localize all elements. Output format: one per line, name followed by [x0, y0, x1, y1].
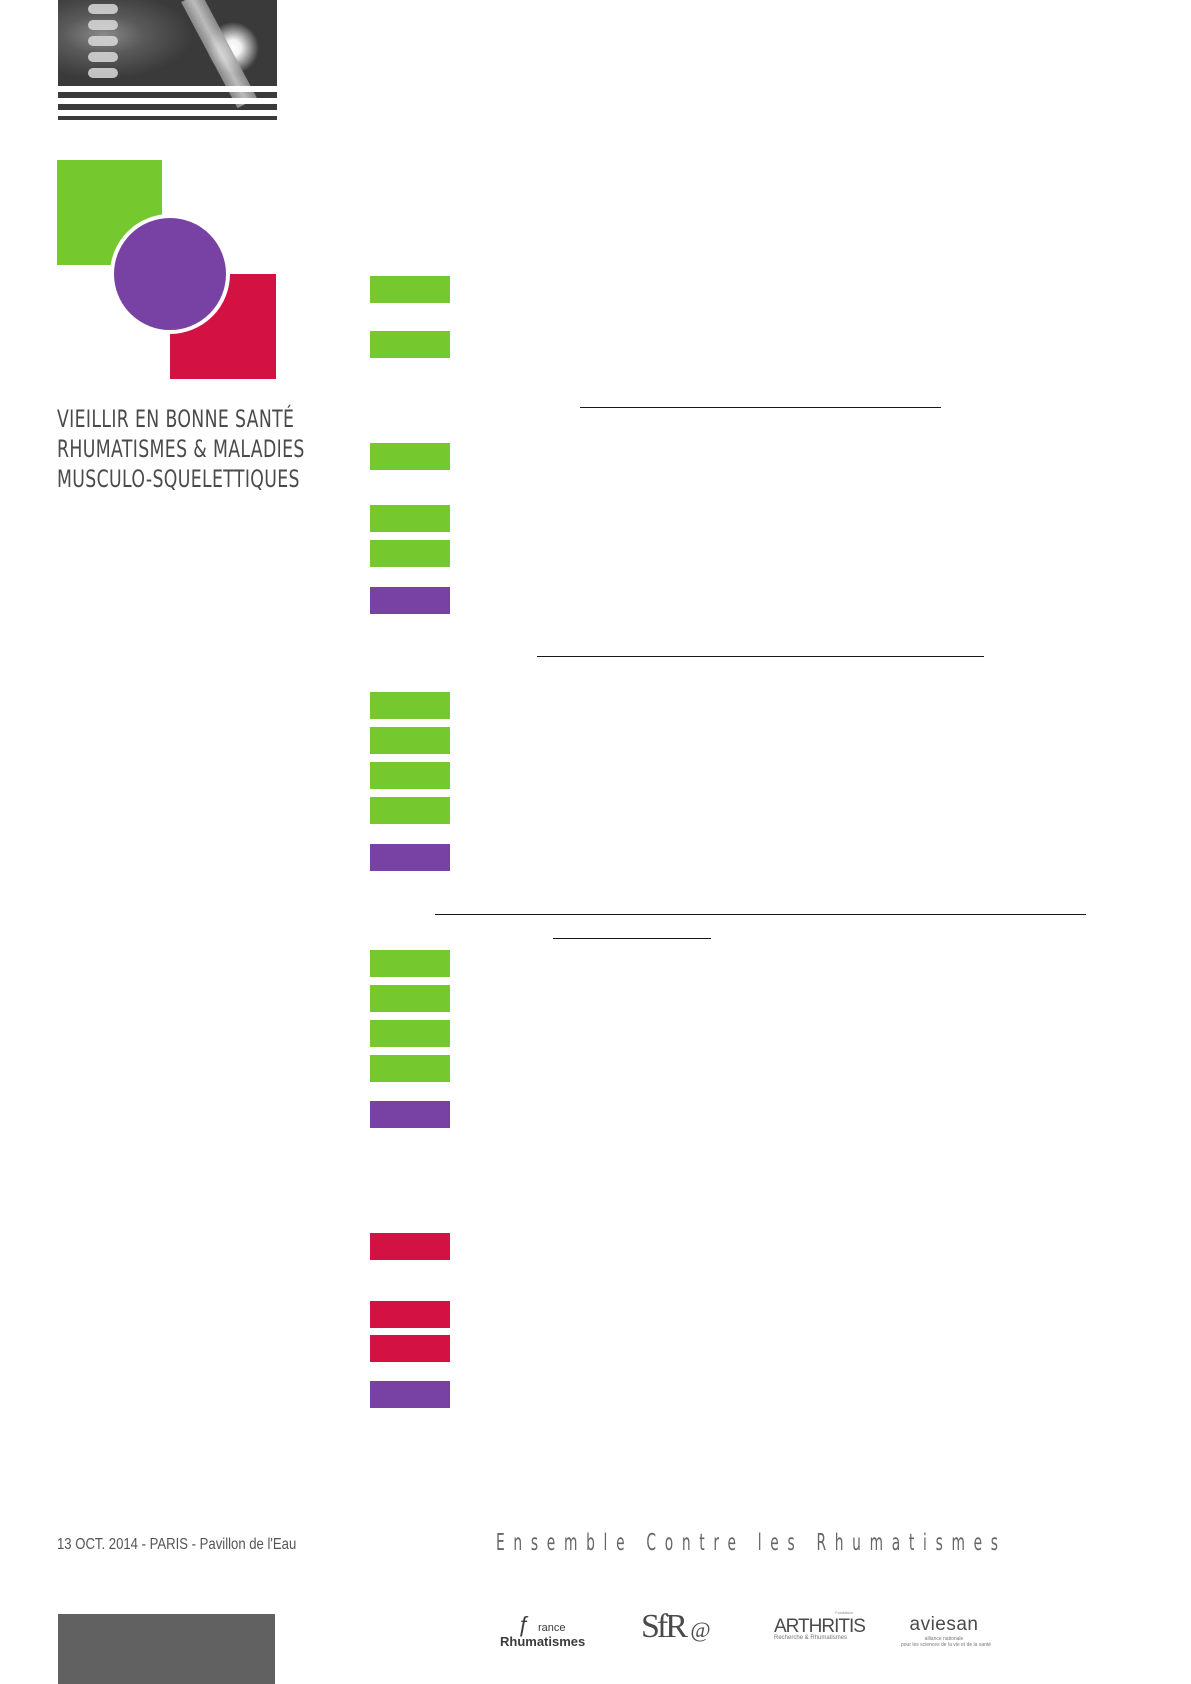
arthritis-tagline: Recherche & Rhumatismes	[774, 1635, 848, 1641]
aviesan-line1: alliance nationale	[924, 1636, 964, 1642]
aviesan-name: aviesan	[909, 1614, 979, 1635]
program-marker-green	[370, 443, 450, 470]
program-marker-green	[370, 1055, 450, 1082]
program-marker-green	[370, 331, 450, 358]
sfr-logo-text: SfR	[641, 1608, 688, 1645]
program-marker-purple	[370, 587, 450, 614]
program-marker-green	[370, 276, 450, 303]
section-underline	[537, 656, 984, 657]
event-date-location: 13 OCT. 2014 - PARIS - Pavillon de l'Eau	[57, 1536, 297, 1553]
footer-gray-block	[58, 1614, 275, 1684]
event-title-line: MUSCULO-SQUELETTIQUES	[57, 465, 300, 493]
program-marker-green	[370, 692, 450, 719]
aviesan-line2: pour les sciences de la vie et de la san…	[901, 1642, 992, 1648]
program-marker-green	[370, 762, 450, 789]
program-marker-green	[370, 950, 450, 977]
logo-purple-circle	[110, 214, 230, 334]
program-marker-green	[370, 985, 450, 1012]
arthritis-foundation-label: Fondation	[835, 1610, 853, 1615]
program-marker-green	[370, 797, 450, 824]
program-marker-green	[370, 540, 450, 567]
program-marker-green	[370, 1020, 450, 1047]
runner-icon: ƒ	[518, 1612, 531, 1637]
event-title: VIEILLIR EN BONNE SANTÉ RHUMATISMES & MA…	[57, 404, 305, 494]
event-title-line: RHUMATISMES & MALADIES	[57, 435, 305, 463]
program-marker-red	[370, 1233, 450, 1260]
france-rhumatismes-line1: rance	[538, 1622, 566, 1634]
spine-graphic	[88, 0, 118, 120]
program-marker-purple	[370, 1101, 450, 1128]
section-underline	[553, 938, 711, 939]
program-marker-green	[370, 505, 450, 532]
program-marker-green	[370, 727, 450, 754]
sfr-logo: SfR @	[641, 1608, 711, 1646]
event-title-line: VIEILLIR EN BONNE SANTÉ	[57, 405, 295, 433]
france-rhumatismes-logo: ƒ rance Rhumatismes	[500, 1612, 585, 1654]
section-underline	[435, 914, 1086, 915]
sfr-swirl-icon: @	[690, 1617, 710, 1642]
program-marker-purple	[370, 1381, 450, 1408]
header-stripes	[58, 86, 277, 122]
program-marker-red	[370, 1301, 450, 1328]
program-marker-red	[370, 1335, 450, 1362]
arthritis-logo: Fondation ARTHRITIS Recherche & Rhumatis…	[774, 1610, 866, 1641]
france-rhumatismes-line2: Rhumatismes	[500, 1634, 586, 1649]
arthritis-name: ARTHRITIS	[774, 1616, 866, 1637]
program-marker-purple	[370, 844, 450, 871]
section-underline	[580, 407, 941, 408]
event-slogan: Ensemble Contre les Rhumatismes	[496, 1530, 1007, 1556]
aviesan-logo: aviesan alliance nationale pour les scie…	[901, 1614, 992, 1648]
